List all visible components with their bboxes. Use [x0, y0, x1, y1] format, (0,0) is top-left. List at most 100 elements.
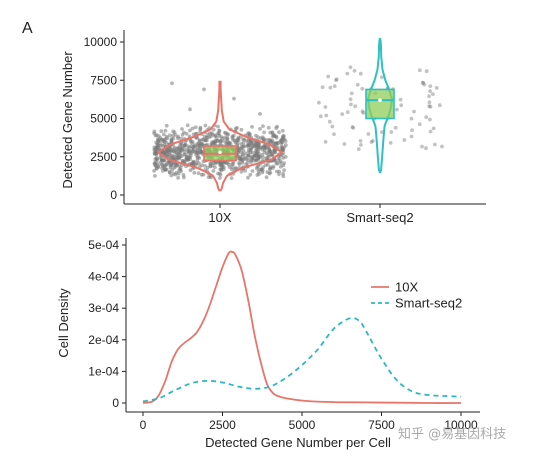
jitter-point [388, 141, 393, 145]
jitter-point [257, 172, 261, 176]
jitter-point [277, 130, 281, 135]
jitter-point [232, 138, 237, 143]
jitter-point [267, 149, 271, 154]
jitter-point [328, 85, 333, 90]
jitter-point [162, 142, 167, 147]
jitter-point [255, 165, 260, 169]
box-smart-seq2 [365, 88, 395, 120]
jitter-point [251, 156, 256, 161]
jitter-point [184, 155, 189, 160]
density-x-tick-label: 7500 [368, 418, 395, 432]
jitter-point [431, 126, 436, 131]
jitter-point [221, 165, 226, 170]
jitter-point [153, 151, 158, 156]
jitter-point [352, 68, 357, 73]
jitter-point [234, 126, 238, 131]
jitter-point [239, 169, 244, 174]
jitter-point [192, 170, 197, 175]
jitter-point [230, 162, 235, 167]
jitter-point [240, 161, 245, 165]
density-x-tick-label: 0 [140, 418, 147, 432]
violin-axes [123, 30, 486, 205]
jitter-point [213, 141, 217, 146]
violins [157, 37, 393, 192]
jitter-point [197, 141, 201, 146]
jitter-point [281, 137, 286, 142]
violin-panel: 0 2500 5000 7500 10000 10X Smart-seq2 Detecte… [60, 30, 486, 225]
jitter-point [265, 138, 269, 142]
jitter-point [211, 169, 216, 173]
jitter-point [170, 81, 174, 86]
jitter-point [176, 136, 180, 141]
jitter-point [230, 136, 235, 140]
jitter-point [203, 123, 208, 128]
violin-x-tick-label: 10X [208, 210, 231, 225]
jitter-point [153, 174, 157, 178]
jitter-point [240, 152, 245, 157]
jitter-points [152, 65, 444, 181]
jitter-point [342, 142, 347, 146]
jitter-point [241, 137, 246, 142]
jitter-point [440, 144, 444, 149]
jitter-point [379, 130, 384, 135]
jitter-point [218, 167, 223, 172]
jitter-point [277, 172, 281, 177]
density-x-tick-label: 5000 [289, 418, 316, 432]
jitter-point [219, 139, 223, 144]
jitter-point [167, 162, 172, 167]
jitter-point [254, 158, 259, 163]
jitter-point [360, 86, 365, 91]
jitter-point [227, 165, 232, 170]
jitter-point [428, 117, 432, 122]
jitter-point [282, 168, 286, 173]
jitter-point [254, 145, 259, 149]
jitter-point [163, 128, 168, 133]
jitter-point [162, 139, 167, 144]
jitter-point [197, 161, 201, 166]
jitter-point [278, 161, 283, 165]
watermark: 知乎 @易基因科技 [398, 426, 506, 442]
jitter-point [216, 124, 220, 129]
jitter-point [379, 75, 384, 80]
jitter-point [195, 148, 200, 152]
jitter-point [327, 119, 332, 124]
jitter-point [345, 110, 350, 114]
jitter-point [266, 125, 271, 130]
jitter-point [215, 138, 220, 143]
jitter-point [431, 92, 435, 96]
jitter-point [275, 169, 279, 174]
jitter-point [428, 129, 433, 134]
jitter-point [169, 173, 174, 178]
jitter-point [263, 143, 268, 148]
jitter-point [276, 158, 281, 163]
jitter-point [189, 139, 193, 144]
jitter-point [164, 151, 169, 156]
jitter-point [356, 147, 361, 152]
jitter-point [167, 170, 172, 174]
jitter-point [271, 141, 275, 146]
jitter-point [250, 169, 255, 173]
jitter-point [175, 153, 180, 158]
jitter-point [326, 74, 331, 79]
jitter-point [202, 87, 206, 92]
jitter-point [199, 172, 204, 177]
jitter-point [420, 80, 425, 85]
jitter-point [422, 82, 427, 87]
jitter-point [270, 138, 275, 143]
jitter-point [175, 163, 179, 168]
jitter-point [191, 148, 195, 153]
jitter-point [232, 96, 236, 101]
jitter-point [317, 100, 321, 105]
jitter-point [428, 84, 433, 88]
jitter-point [198, 126, 203, 131]
density-x-ticks: 0 2500 5000 7500 10000 [140, 412, 478, 432]
jitter-point [245, 160, 250, 165]
jitter-point [248, 172, 253, 177]
jitter-point [167, 148, 172, 153]
jitter-point [190, 126, 195, 131]
jitter-point [272, 148, 277, 153]
jitter-point [355, 82, 360, 87]
jitter-point [332, 132, 336, 137]
violin-x-tick-label: Smart-seq2 [346, 210, 413, 225]
